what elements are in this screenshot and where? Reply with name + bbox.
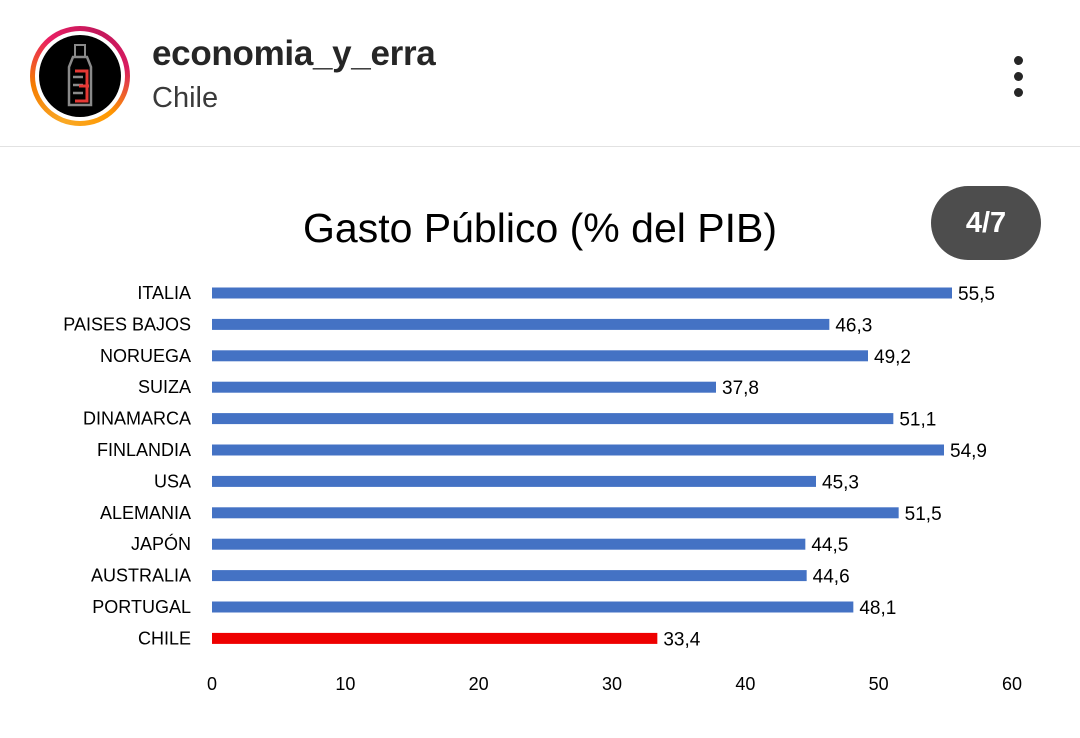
category-label: USA [154, 471, 191, 491]
x-tick-label: 30 [602, 674, 622, 694]
bar-noruega [212, 350, 868, 362]
x-tick-label: 20 [469, 674, 489, 694]
x-tick-label: 10 [335, 674, 355, 694]
data-label: 48,1 [859, 598, 896, 619]
bar-italia [212, 287, 952, 299]
category-label: SUIZA [138, 377, 191, 397]
post-header: economia_y_erra Chile [0, 0, 1080, 147]
avatar[interactable] [39, 35, 121, 117]
bar-portugal [212, 601, 854, 613]
data-label: 44,6 [813, 567, 850, 588]
category-label: CHILE [138, 628, 191, 648]
bar-usa [212, 475, 816, 487]
bar-suiza [212, 381, 716, 393]
category-label: DINAMARCA [83, 409, 191, 429]
data-label: 33,4 [663, 629, 700, 650]
username[interactable]: economia_y_erra [152, 34, 436, 73]
category-label: PAISES BAJOS [63, 314, 191, 334]
location[interactable]: Chile [152, 82, 219, 114]
category-label: JAPÓN [131, 533, 191, 554]
bar-dinamarca [212, 413, 894, 425]
carousel-counter: 4/7 [931, 186, 1041, 260]
bottle-logo-icon [67, 44, 93, 107]
data-label: 51,5 [905, 504, 942, 525]
bar-chart: Gasto Público (% del PIB) ITALIA 55,5 PAIS… [63, 205, 1022, 694]
data-label: 55,5 [958, 284, 995, 305]
category-label: NORUEGA [100, 346, 191, 366]
x-tick-label: 60 [1002, 674, 1022, 694]
bar-paises-bajos [212, 318, 830, 330]
category-label: AUSTRALIA [91, 566, 191, 586]
x-tick-label: 40 [735, 674, 755, 694]
category-label: ITALIA [137, 283, 191, 303]
data-label: 51,1 [899, 410, 936, 431]
x-tick-label: 50 [869, 674, 889, 694]
more-vertical-icon[interactable] [1000, 50, 1038, 102]
category-label: FINLANDIA [97, 440, 191, 460]
data-label: 49,2 [874, 347, 911, 368]
category-label: ALEMANIA [100, 503, 191, 523]
story-ring[interactable] [30, 26, 130, 126]
chart-title: Gasto Público (% del PIB) [303, 205, 777, 251]
bar-chile [212, 632, 658, 644]
bar-australia [212, 570, 807, 582]
bar-finlandia [212, 444, 944, 456]
bar-alemania [212, 507, 899, 519]
data-label: 44,5 [811, 535, 848, 556]
data-label: 45,3 [822, 472, 859, 493]
x-tick-label: 0 [207, 674, 217, 694]
bar-japón [212, 538, 806, 550]
data-label: 54,9 [950, 441, 987, 462]
category-label: PORTUGAL [92, 597, 191, 617]
data-label: 37,8 [722, 378, 759, 399]
data-label: 46,3 [835, 315, 872, 336]
